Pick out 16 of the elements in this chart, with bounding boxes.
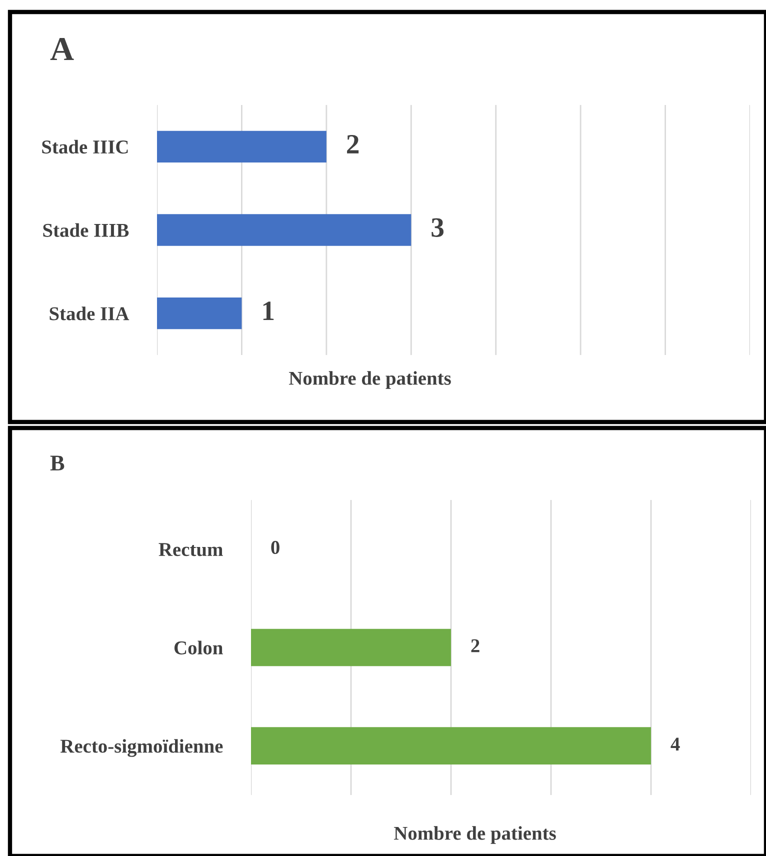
data-label: 2: [471, 639, 480, 652]
y-tick-label: Rectum: [158, 543, 223, 556]
chart-title: A: [50, 38, 74, 60]
y-tick-label: Recto-sigmoïdienne: [60, 739, 223, 757]
data-label: 3: [432, 218, 444, 237]
x-axis-title: Nombre de patients: [394, 826, 556, 844]
text: B: [50, 456, 64, 470]
x-axis-title: Nombre de patients: [288, 371, 451, 389]
y-tick-label: Stade IIIB: [43, 223, 129, 237]
data-label: 4: [670, 738, 680, 751]
data-label: 2: [347, 134, 359, 154]
y-tick-label: Stade IIIC: [42, 140, 128, 154]
data-label: 1: [263, 302, 274, 320]
data-label: 0: [271, 540, 280, 554]
y-tick-label: Colon: [174, 640, 223, 654]
y-tick-label: Stade IIA: [50, 306, 130, 320]
